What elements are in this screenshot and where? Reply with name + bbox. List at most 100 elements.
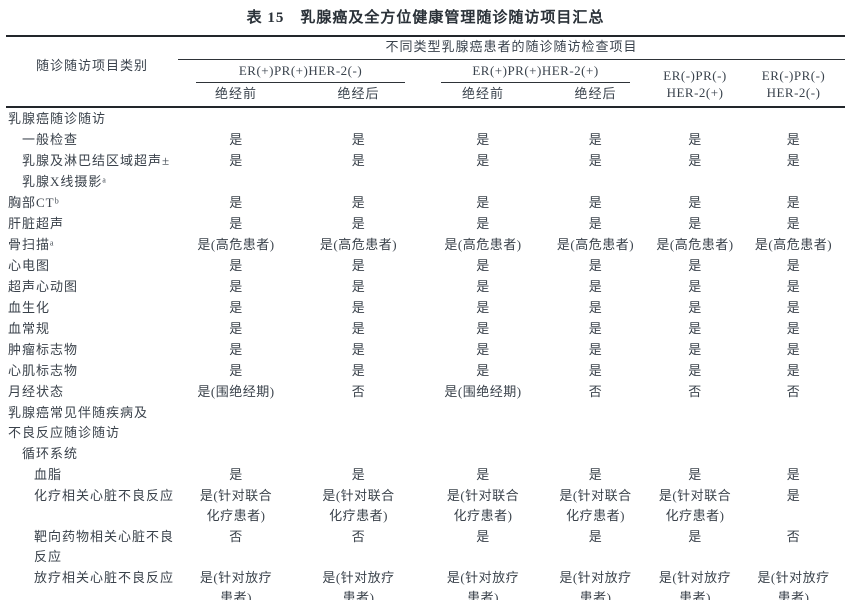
cell-value (742, 443, 845, 464)
cell-value: 是 (351, 258, 366, 273)
cell-value: 是(针对联合 化疗患者) (559, 488, 632, 523)
column-subheader-postmenopause-1: 绝经后 (337, 86, 380, 101)
column-group-header: 不同类型乳腺癌患者的随诊随访检查项目 (178, 36, 846, 60)
row-label: 血生化 (8, 300, 51, 315)
cell-value: 否 (786, 384, 801, 399)
cell-value: 是(高危患者) (754, 237, 833, 252)
row-label: 乳腺癌常见伴随疾病及 不良反应随诊随访 (8, 405, 149, 440)
cell-value: 是 (786, 363, 801, 378)
table-row: 血生化 是 是 是 是 是 是 (6, 297, 845, 318)
cell-value: 是 (476, 279, 490, 294)
cell-value: 是 (688, 258, 702, 273)
column-group-er-pos-her2-neg: ER(+)PR(+)HER-2(-) (178, 60, 423, 83)
cell-value: 是(针对放疗 患者) (322, 570, 395, 600)
row-label: 胸部CTᵇ (8, 195, 60, 210)
cell-value: 是 (476, 363, 490, 378)
cell-value: 是(针对联合 化疗患者) (446, 488, 520, 523)
cell-value: 是 (588, 132, 603, 147)
cell-value (294, 171, 423, 192)
column-header-er-neg-her2-pos: ER(-)PR(-) HER-2(+) (663, 68, 727, 100)
cell-value: 是 (786, 300, 801, 315)
cell-value: 是 (786, 258, 801, 273)
cell-value: 是 (688, 216, 702, 231)
cell-value: 是 (476, 216, 490, 231)
row-label: 心电图 (8, 258, 51, 273)
cell-value: 是 (229, 342, 243, 357)
table-row: 放疗相关心脏不良反应 是(针对放疗 患者) 是(针对放疗 患者) 是(针对放疗 患者)… (6, 567, 845, 600)
cell-value: 是(针对放疗 患者) (199, 570, 273, 600)
table-row: 胸部CTᵇ 是 是 是 是 是 是 (6, 192, 845, 213)
cell-value: 否 (688, 384, 702, 399)
table-row: 月经状态 是(围绝经期) 否 是(围绝经期) 否 否 否 (6, 381, 845, 402)
table-row: 化疗相关心脏不良反应 是(针对联合 化疗患者) 是(针对联合 化疗患者) 是(针对联合… (6, 485, 845, 526)
row-label: 放疗相关心脏不良反应 (34, 570, 175, 585)
table-row: 骨扫描ᵃ 是(高危患者) 是(高危患者) 是(高危患者) 是(高危患者) 是(高危患者) 是… (6, 234, 845, 255)
cell-value: 是 (476, 300, 490, 315)
cell-value: 是 (688, 363, 702, 378)
cell-value: 是 (476, 195, 490, 210)
column-header-category: 随诊随访项目类别 (35, 58, 148, 73)
cell-value (178, 171, 294, 192)
cell-value: 是(围绝经期) (444, 384, 522, 399)
cell-value: 是 (476, 529, 490, 544)
cell-value: 是 (476, 258, 490, 273)
column-subheader-postmenopause-2: 绝经后 (574, 86, 617, 101)
row-label: 循环系统 (22, 446, 79, 461)
cell-value: 是(针对联合 化疗患者) (658, 488, 732, 523)
cell-value: 是 (588, 279, 603, 294)
cell-value (742, 171, 845, 192)
cell-value: 是 (351, 321, 366, 336)
cell-value: 是 (688, 529, 702, 544)
cell-value: 是 (476, 132, 490, 147)
table-row: 肝脏超声 是 是 是 是 是 是 (6, 213, 845, 234)
cell-value: 是 (229, 321, 243, 336)
row-label: 肝脏超声 (8, 216, 65, 231)
table-row: 心电图 是 是 是 是 是 是 (6, 255, 845, 276)
cell-value (294, 443, 423, 464)
cell-value: 否 (229, 529, 243, 544)
column-subheader-premenopause-1: 绝经前 (214, 86, 257, 101)
column-group-er-pos-her2-pos: ER(+)PR(+)HER-2(+) (423, 60, 648, 83)
cell-value: 是 (588, 363, 603, 378)
cell-value: 否 (351, 529, 366, 544)
cell-value: 是 (588, 216, 603, 231)
row-label: 月经状态 (8, 384, 65, 399)
cell-value: 是 (786, 342, 801, 357)
cell-value (294, 107, 423, 129)
row-label: 乳腺X线摄影ᵃ (22, 174, 107, 189)
table-row: 血常规 是 是 是 是 是 是 (6, 318, 845, 339)
row-label: 化疗相关心脏不良反应 (34, 488, 175, 503)
table-row: 乳腺癌随诊随访 (6, 107, 845, 129)
table-row: 超声心动图 是 是 是 是 是 是 (6, 276, 845, 297)
cell-value: 是 (786, 195, 801, 210)
cell-value: 是 (476, 321, 490, 336)
cell-value (423, 171, 543, 192)
cell-value: 是 (229, 363, 243, 378)
cell-value: 是 (588, 321, 603, 336)
table-row: 靶向药物相关心脏不良反应 否 否 是 是 是 否 (6, 526, 845, 567)
cell-value: 是(高危患者) (444, 237, 522, 252)
cell-value: 是 (229, 279, 243, 294)
cell-value: 是(高危患者) (556, 237, 635, 252)
cell-value: 是(高危患者) (197, 237, 275, 252)
row-label: 超声心动图 (8, 279, 79, 294)
column-header-er-neg-her2-neg: ER(-)PR(-) HER-2(-) (761, 68, 826, 100)
cell-value: 否 (588, 384, 603, 399)
table-row: 心肌标志物 是 是 是 是 是 是 (6, 360, 845, 381)
cell-value: 是 (688, 153, 702, 168)
table-body: 乳腺癌随诊随访 一般检查是是是是是是乳腺及淋巴结区域超声± 是是是是是是乳腺X线摄影… (6, 107, 845, 600)
cell-value: 是 (351, 132, 366, 147)
cell-value (178, 107, 294, 129)
cell-value: 是 (786, 467, 801, 482)
cell-value: 是 (476, 153, 490, 168)
table-row: 乳腺癌常见伴随疾病及 不良反应随诊随访 (6, 402, 845, 443)
cell-value: 是 (229, 467, 243, 482)
cell-value: 是 (688, 132, 702, 147)
followup-summary-table: 随诊随访项目类别 不同类型乳腺癌患者的随诊随访检查项目 ER(+)PR(+)HE… (6, 35, 846, 600)
cell-value: 是 (229, 258, 243, 273)
cell-value: 是 (588, 529, 603, 544)
cell-value: 是 (588, 300, 603, 315)
cell-value: 是 (688, 279, 702, 294)
cell-value: 是 (588, 195, 603, 210)
